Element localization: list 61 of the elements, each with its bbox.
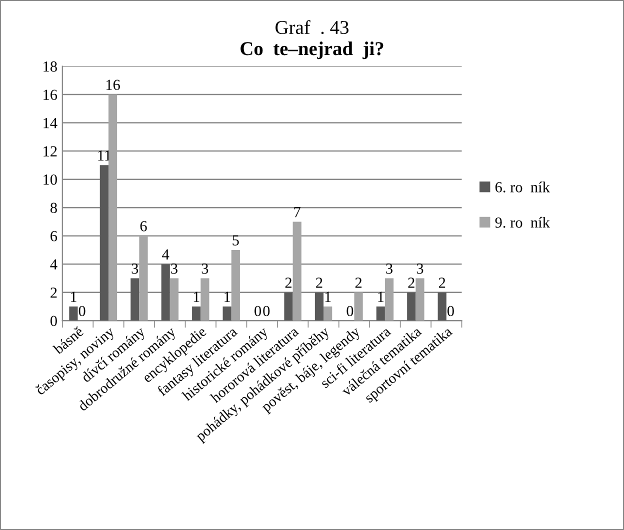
data-label: 3 [132, 263, 138, 274]
y-tick-label: 0 [50, 316, 57, 326]
data-label: 7 [294, 207, 300, 218]
y-tick-label: 4 [50, 259, 58, 270]
legend-label: 9. ro ník [495, 216, 550, 228]
data-label: 0 [78, 306, 86, 316]
data-label: 0 [447, 306, 454, 316]
data-label: 16 [106, 80, 120, 90]
data-label: 1 [325, 292, 331, 302]
chart-subtitle: Co te–nejrad ji? [240, 42, 384, 60]
bar [222, 306, 232, 321]
bar [376, 306, 385, 321]
y-tick-label: 14 [44, 118, 58, 128]
y-tick-label: 16 [44, 90, 58, 100]
data-label: 0 [346, 306, 354, 316]
bar [384, 278, 394, 321]
data-label: 0 [254, 306, 262, 316]
data-label: 3 [202, 263, 208, 274]
data-label: 6 [140, 221, 147, 232]
data-label: 2 [316, 278, 322, 288]
data-label: 3 [416, 263, 424, 274]
bar [292, 222, 302, 321]
data-label: 4 [162, 249, 170, 260]
y-tick-label: 2 [50, 288, 57, 298]
chart-title: Graf . 43 [276, 20, 348, 34]
data-label: 0 [263, 306, 270, 316]
data-label: 1 [224, 292, 230, 302]
data-label: 3 [171, 263, 178, 274]
bar [314, 292, 324, 321]
data-label: 5 [232, 235, 239, 246]
bar [200, 278, 210, 321]
bar [139, 236, 148, 321]
bar [170, 278, 179, 321]
bar [161, 264, 170, 321]
bar [69, 306, 78, 321]
y-tick-label: 10 [44, 174, 57, 185]
data-label: 3 [386, 263, 392, 274]
bar [100, 165, 108, 321]
bar [192, 306, 201, 321]
bar [231, 250, 240, 321]
bar [130, 278, 140, 321]
bar [284, 292, 293, 321]
bar [108, 94, 118, 321]
data-label: 2 [285, 278, 292, 288]
legend-label: 6. ro ník [495, 182, 550, 192]
bar [324, 306, 332, 321]
data-label: 11 [98, 150, 111, 161]
data-label: 1 [70, 292, 76, 302]
data-label: 2 [408, 278, 414, 288]
data-label: 1 [378, 292, 384, 302]
bar [416, 278, 424, 321]
y-tick-label: 12 [44, 146, 57, 156]
bar [354, 292, 363, 321]
y-tick-label: 6 [50, 231, 58, 242]
y-tick-label: 8 [50, 202, 57, 214]
data-label: 2 [438, 278, 446, 288]
bar [438, 292, 446, 321]
data-label: 2 [355, 278, 362, 288]
data-label: 1 [194, 292, 200, 302]
bar [407, 292, 416, 321]
y-tick-label: 18 [44, 61, 57, 72]
